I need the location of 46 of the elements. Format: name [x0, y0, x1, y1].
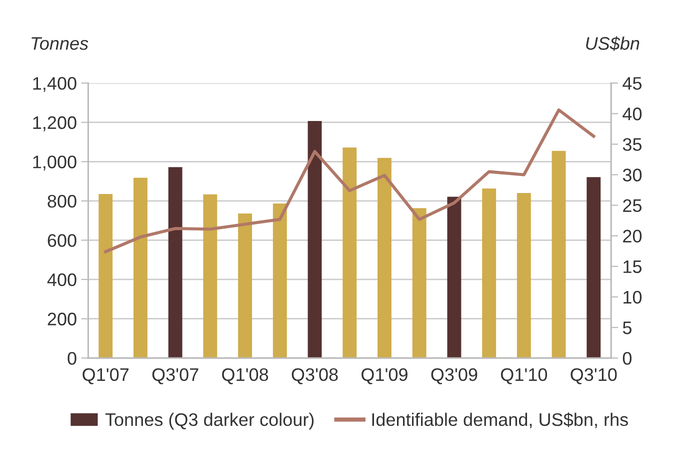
- legend-label: Tonnes (Q3 darker colour): [105, 412, 314, 430]
- bar: [308, 120, 322, 358]
- x-tick-label: Q1'09: [362, 368, 408, 384]
- bar: [168, 167, 182, 358]
- y-tick-label: 600: [48, 234, 76, 247]
- y2-tick-label: 20: [623, 230, 642, 243]
- y2-tick-label: 5: [622, 322, 632, 334]
- y2-tick-label: 35: [622, 138, 642, 151]
- bar: [516, 193, 531, 358]
- x-tick-label: Q3'07: [152, 368, 198, 384]
- y2-tick-label: 0: [622, 352, 632, 365]
- y-axis-title: Tonnes: [32, 37, 88, 50]
- x-tick-label: Q1'08: [222, 368, 268, 384]
- y2-axis-title: US$bn: [586, 36, 640, 51]
- bar: [447, 196, 462, 358]
- x-tick-label: Q3'10: [570, 368, 617, 384]
- bar: [272, 203, 287, 358]
- y2-tick-label: 15: [624, 260, 642, 274]
- y2-tick-label: 10: [624, 290, 642, 304]
- y2-tick-label: 25: [623, 199, 642, 212]
- bar: [203, 194, 218, 358]
- y-tick-label: 1,200: [33, 116, 76, 132]
- bar: [238, 213, 252, 358]
- bar: [586, 177, 601, 358]
- y2-tick-label: 30: [622, 168, 642, 182]
- bar: [412, 208, 426, 358]
- legend-label: Identifiable demand, US$bn, rhs: [372, 412, 628, 428]
- y-tick-label: 0: [68, 352, 76, 365]
- y-tick-label: 800: [48, 194, 76, 208]
- y-tick-label: 200: [48, 312, 76, 326]
- bar: [378, 158, 392, 358]
- y2-tick-label: 40: [622, 108, 642, 120]
- y-tick-label: 1,000: [33, 156, 76, 170]
- line-series: [104, 108, 596, 254]
- bar: [133, 178, 148, 358]
- bar: [552, 150, 566, 358]
- x-tick-label: Q1'07: [82, 368, 128, 384]
- x-tick-label: Q3'09: [431, 368, 478, 384]
- bar: [342, 147, 357, 358]
- bar: [98, 194, 113, 358]
- y-tick-label: 400: [47, 273, 76, 286]
- y2-tick-label: 45: [622, 77, 642, 90]
- y-tick-label: 1,400: [33, 77, 76, 92]
- x-tick-label: Q3'08: [292, 368, 338, 384]
- bar: [482, 188, 496, 358]
- x-tick-label: Q1'10: [500, 368, 548, 384]
